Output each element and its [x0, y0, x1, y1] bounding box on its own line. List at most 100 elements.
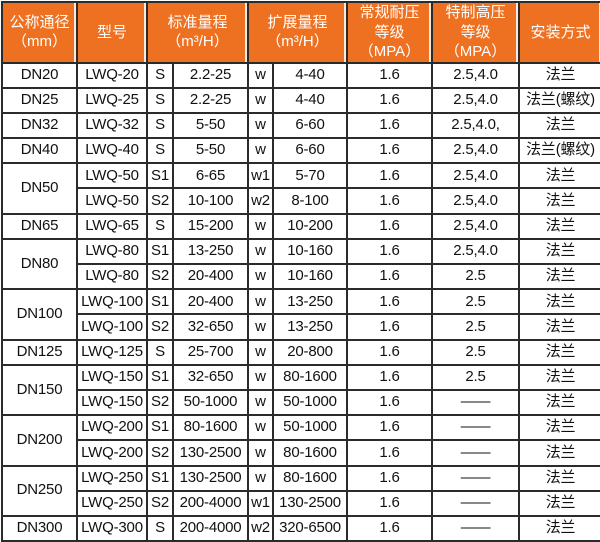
cell-standard-range: 200-4000 [172, 514, 249, 542]
cell-w-label: w2 [247, 187, 274, 215]
cell-normal-mpa: 1.6 [346, 111, 433, 140]
cell-standard-range: 32-650 [172, 363, 249, 391]
table-row: LWQ-200 S2 130-2500 w 80-1600 1.6 —— 法兰 [2, 439, 600, 467]
cell-s-label: S2 [146, 262, 174, 291]
cell-model: LWQ-25 [76, 86, 148, 114]
cell-w-label: w [247, 338, 274, 366]
cell-model: LWQ-80 [76, 262, 148, 291]
cell-standard-range: 15-200 [172, 212, 249, 240]
cell-w-label: w [247, 388, 274, 417]
cell-model: LWQ-250 [76, 464, 148, 492]
cell-model: LWQ-125 [76, 338, 148, 366]
table-row: LWQ-50 S2 10-100 w2 8-100 1.6 2.5,4.0 法兰 [2, 187, 600, 215]
cell-install: 法兰 [518, 212, 600, 240]
cell-standard-range: 5-50 [172, 137, 249, 165]
cell-s-label: S2 [146, 439, 174, 467]
cell-s-label: S1 [146, 464, 174, 492]
cell-s-label: S2 [146, 187, 174, 215]
cell-s-label: S1 [146, 162, 174, 190]
cell-s-label: S [146, 111, 174, 140]
cell-s-label: S1 [146, 288, 174, 316]
cell-normal-mpa: 1.6 [346, 237, 433, 266]
table-row: LWQ-80 S2 20-400 w 10-160 1.6 2.5 法兰 [2, 262, 600, 291]
cell-install: 法兰 [518, 514, 600, 542]
cell-dn: DN200 [1, 414, 78, 467]
cell-w-label: w [247, 137, 274, 165]
cell-dn: DN20 [1, 61, 78, 89]
header-model: 型号 [76, 1, 148, 64]
cell-install: 法兰 [518, 338, 600, 366]
cell-dn: DN300 [1, 514, 78, 542]
header-nominal-diameter: 公称通径 （mm） [1, 1, 78, 64]
cell-model: LWQ-200 [76, 414, 148, 442]
cell-dn: DN125 [1, 338, 78, 366]
header-installation-method: 安装方式 [518, 1, 600, 64]
cell-model: LWQ-200 [76, 439, 148, 467]
cell-extended-range: 6-60 [272, 111, 348, 140]
cell-s-label: S1 [146, 363, 174, 391]
cell-extended-range: 4-40 [272, 86, 348, 114]
cell-w-label: w [247, 414, 274, 442]
table-row: LWQ-100 S2 32-650 w 13-250 1.6 2.5 法兰 [2, 313, 600, 341]
cell-normal-mpa: 1.6 [346, 288, 433, 316]
cell-special-mpa: 2.5,4.0 [431, 61, 520, 89]
cell-w-label: w [247, 464, 274, 492]
cell-extended-range: 10-160 [272, 262, 348, 291]
cell-model: LWQ-50 [76, 187, 148, 215]
cell-model: LWQ-150 [76, 388, 148, 417]
cell-install: 法兰 [518, 414, 600, 442]
table-row: DN200 LWQ-200 S1 80-1600 w 50-1000 1.6 —— 法兰 [1, 414, 600, 467]
cell-special-mpa: —— [431, 489, 520, 517]
cell-normal-mpa: 1.6 [346, 464, 433, 492]
cell-special-mpa: —— [431, 388, 520, 417]
table-row: DN32 LWQ-32 S 5-50 w 6-60 1.6 2.5,4.0, 法兰 [1, 111, 600, 140]
cell-standard-range: 25-700 [172, 338, 249, 366]
header-extended-range: 扩展量程 （m³/H） [247, 1, 348, 64]
cell-extended-range: 10-200 [272, 212, 348, 240]
cell-extended-range: 80-1600 [272, 464, 348, 492]
cell-install: 法兰 [518, 489, 600, 517]
cell-install: 法兰 [518, 439, 600, 467]
cell-special-mpa: 2.5,4.0 [431, 212, 520, 240]
spec-table-body: DN20 LWQ-20 S 2.2-25 w 4-40 1.6 2.5,4.0 法兰 DN25 LW… [1, 61, 600, 542]
cell-install: 法兰 [518, 111, 600, 140]
cell-extended-range: 4-40 [272, 61, 348, 89]
cell-install: 法兰 [518, 464, 600, 492]
cell-extended-range: 8-100 [272, 187, 348, 215]
cell-install: 法兰 [518, 262, 600, 291]
table-row: DN300 LWQ-300 S 200-4000 w2 320-6500 1.6 —— 法兰 [1, 514, 600, 542]
cell-install: 法兰 [518, 288, 600, 316]
cell-special-mpa: 2.5,4.0, [431, 111, 520, 140]
cell-model: LWQ-32 [76, 111, 148, 140]
cell-standard-range: 2.2-25 [172, 61, 249, 89]
cell-standard-range: 80-1600 [172, 414, 249, 442]
cell-standard-range: 20-400 [172, 288, 249, 316]
cell-normal-mpa: 1.6 [346, 313, 433, 341]
table-row: DN25 LWQ-25 S 2.2-25 w 4-40 1.6 2.5,4.0 法兰(螺纹) [1, 86, 600, 114]
cell-extended-range: 320-6500 [272, 514, 348, 542]
cell-install: 法兰 [518, 61, 600, 89]
cell-dn: DN32 [1, 111, 78, 140]
cell-dn: DN50 [1, 162, 78, 215]
cell-normal-mpa: 1.6 [346, 388, 433, 417]
cell-w-label: w [247, 212, 274, 240]
cell-install: 法兰(螺纹) [518, 86, 600, 114]
cell-normal-mpa: 1.6 [346, 439, 433, 467]
cell-install: 法兰 [518, 237, 600, 266]
cell-special-mpa: 2.5,4.0 [431, 237, 520, 266]
cell-special-mpa: 2.5 [431, 313, 520, 341]
table-row: DN100 LWQ-100 S1 20-400 w 13-250 1.6 2.5 法兰 [1, 288, 600, 341]
cell-s-label: S [146, 86, 174, 114]
table-row: DN80 LWQ-80 S1 13-250 w 10-160 1.6 2.5,4.0 法兰 [1, 237, 600, 291]
cell-extended-range: 20-800 [272, 338, 348, 366]
cell-normal-mpa: 1.6 [346, 363, 433, 391]
cell-special-mpa: —— [431, 414, 520, 442]
cell-model: LWQ-250 [76, 489, 148, 517]
cell-s-label: S2 [146, 388, 174, 417]
cell-model: LWQ-300 [76, 514, 148, 542]
cell-s-label: S [146, 514, 174, 542]
cell-dn: DN100 [1, 288, 78, 341]
cell-standard-range: 32-650 [172, 313, 249, 341]
cell-extended-range: 50-1000 [272, 414, 348, 442]
table-row: DN65 LWQ-65 S 15-200 w 10-200 1.6 2.5,4.0 法兰 [1, 212, 600, 240]
